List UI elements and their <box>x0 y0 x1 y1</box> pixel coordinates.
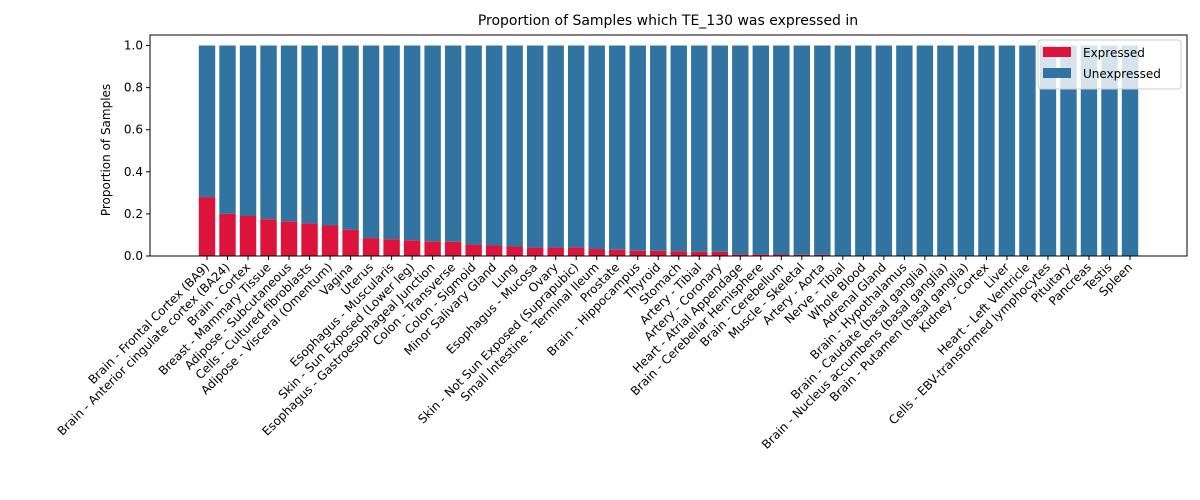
bar-expressed-17 <box>547 247 564 256</box>
bar-expressed-7 <box>342 229 359 256</box>
y-tick-label-1: 0.2 <box>124 207 143 221</box>
legend-label-0: Expressed <box>1083 46 1145 60</box>
bar-unexpressed-17 <box>547 45 564 248</box>
bar-expressed-26 <box>732 254 749 256</box>
bar-expressed-11 <box>424 241 441 256</box>
bar-unexpressed-4 <box>280 45 298 222</box>
legend-label-1: Unexpressed <box>1083 67 1161 81</box>
chart-title: Proportion of Samples which TE_130 was e… <box>478 13 858 29</box>
y-tick-label-0: 0.0 <box>124 249 143 263</box>
bar-unexpressed-44 <box>1101 45 1118 256</box>
bar-unexpressed-11 <box>424 45 441 242</box>
bar-unexpressed-13 <box>465 45 482 245</box>
bar-expressed-13 <box>465 244 482 256</box>
bar-unexpressed-38 <box>978 45 995 256</box>
plot-frame <box>149 34 1188 257</box>
bar-unexpressed-30 <box>814 45 831 255</box>
bar-unexpressed-35 <box>916 45 934 256</box>
bar-unexpressed-1 <box>219 45 236 214</box>
bar-unexpressed-33 <box>875 45 893 256</box>
legend-swatch-1 <box>1043 68 1071 78</box>
legend-swatch-0 <box>1043 47 1071 57</box>
bar-expressed-23 <box>670 251 687 256</box>
bar-unexpressed-3 <box>260 45 277 220</box>
bar-unexpressed-42 <box>1060 45 1077 256</box>
bar-unexpressed-45 <box>1121 45 1139 256</box>
bar-unexpressed-36 <box>937 45 954 256</box>
y-tick-label-3: 0.6 <box>124 123 143 137</box>
bar-expressed-30 <box>814 254 831 256</box>
bar-unexpressed-20 <box>609 45 626 250</box>
bar-expressed-16 <box>526 247 544 256</box>
bar-unexpressed-2 <box>239 45 257 217</box>
bar-unexpressed-16 <box>526 45 544 248</box>
bar-unexpressed-9 <box>383 45 400 240</box>
bar-expressed-4 <box>280 221 298 256</box>
bar-expressed-8 <box>362 238 380 256</box>
bar-unexpressed-7 <box>342 45 359 230</box>
bar-expressed-21 <box>629 250 646 256</box>
y-tick-label-2: 0.4 <box>124 165 143 179</box>
bar-unexpressed-23 <box>670 45 687 252</box>
bar-unexpressed-22 <box>650 45 667 251</box>
bar-unexpressed-15 <box>506 45 523 247</box>
bar-unexpressed-32 <box>855 45 872 256</box>
bar-expressed-25 <box>711 251 728 256</box>
bars-layer <box>198 45 1139 256</box>
bar-unexpressed-34 <box>896 45 913 256</box>
bar-expressed-0 <box>198 197 216 256</box>
bar-expressed-1 <box>219 213 236 256</box>
bar-unexpressed-6 <box>321 45 339 226</box>
y-axis-label: Proportion of Samples <box>99 84 113 216</box>
bar-unexpressed-28 <box>773 45 790 255</box>
bar-unexpressed-24 <box>691 45 708 252</box>
bar-unexpressed-8 <box>362 45 380 239</box>
bar-unexpressed-12 <box>444 45 462 242</box>
bar-expressed-10 <box>403 240 421 256</box>
bar-expressed-15 <box>506 246 523 256</box>
bar-unexpressed-19 <box>588 45 605 250</box>
legend: Expressed Unexpressed <box>1037 39 1182 90</box>
bar-unexpressed-37 <box>957 45 975 256</box>
bar-expressed-22 <box>650 250 667 256</box>
bar-unexpressed-14 <box>485 45 503 246</box>
bar-expressed-9 <box>383 239 400 256</box>
bar-unexpressed-0 <box>198 45 216 198</box>
bar-unexpressed-18 <box>568 45 585 248</box>
bar-expressed-3 <box>260 219 277 256</box>
bar-unexpressed-41 <box>1039 45 1057 256</box>
bar-unexpressed-43 <box>1080 45 1098 256</box>
bar-expressed-2 <box>239 216 257 256</box>
bar-expressed-19 <box>588 249 605 256</box>
y-tick-label-4: 0.8 <box>124 81 143 95</box>
bar-unexpressed-40 <box>1019 45 1036 256</box>
y-axis: 0.0 0.2 0.4 0.6 0.8 1.0 <box>124 39 150 263</box>
y-tick-label-5: 1.0 <box>124 39 143 53</box>
bar-expressed-6 <box>321 225 339 256</box>
bar-expressed-20 <box>609 249 626 256</box>
bar-unexpressed-5 <box>301 45 318 224</box>
x-axis: Brain - Frontal Cortex (BA9)Brain - Ante… <box>55 256 1135 452</box>
bar-unexpressed-10 <box>403 45 421 241</box>
bar-expressed-14 <box>485 245 503 256</box>
bar-unexpressed-39 <box>998 45 1016 256</box>
bar-unexpressed-26 <box>732 45 749 255</box>
bar-unexpressed-21 <box>629 45 646 251</box>
bar-expressed-27 <box>752 254 770 256</box>
bar-expressed-5 <box>301 223 318 256</box>
bar-expressed-28 <box>773 254 790 256</box>
bar-unexpressed-25 <box>711 45 728 252</box>
bar-expressed-24 <box>691 251 708 256</box>
bar-expressed-18 <box>568 247 585 256</box>
bar-unexpressed-27 <box>752 45 770 255</box>
legend-box <box>1037 39 1182 90</box>
bar-unexpressed-31 <box>834 45 852 256</box>
bar-unexpressed-29 <box>793 45 811 255</box>
bar-expressed-29 <box>793 254 811 256</box>
bar-expressed-12 <box>444 241 462 256</box>
